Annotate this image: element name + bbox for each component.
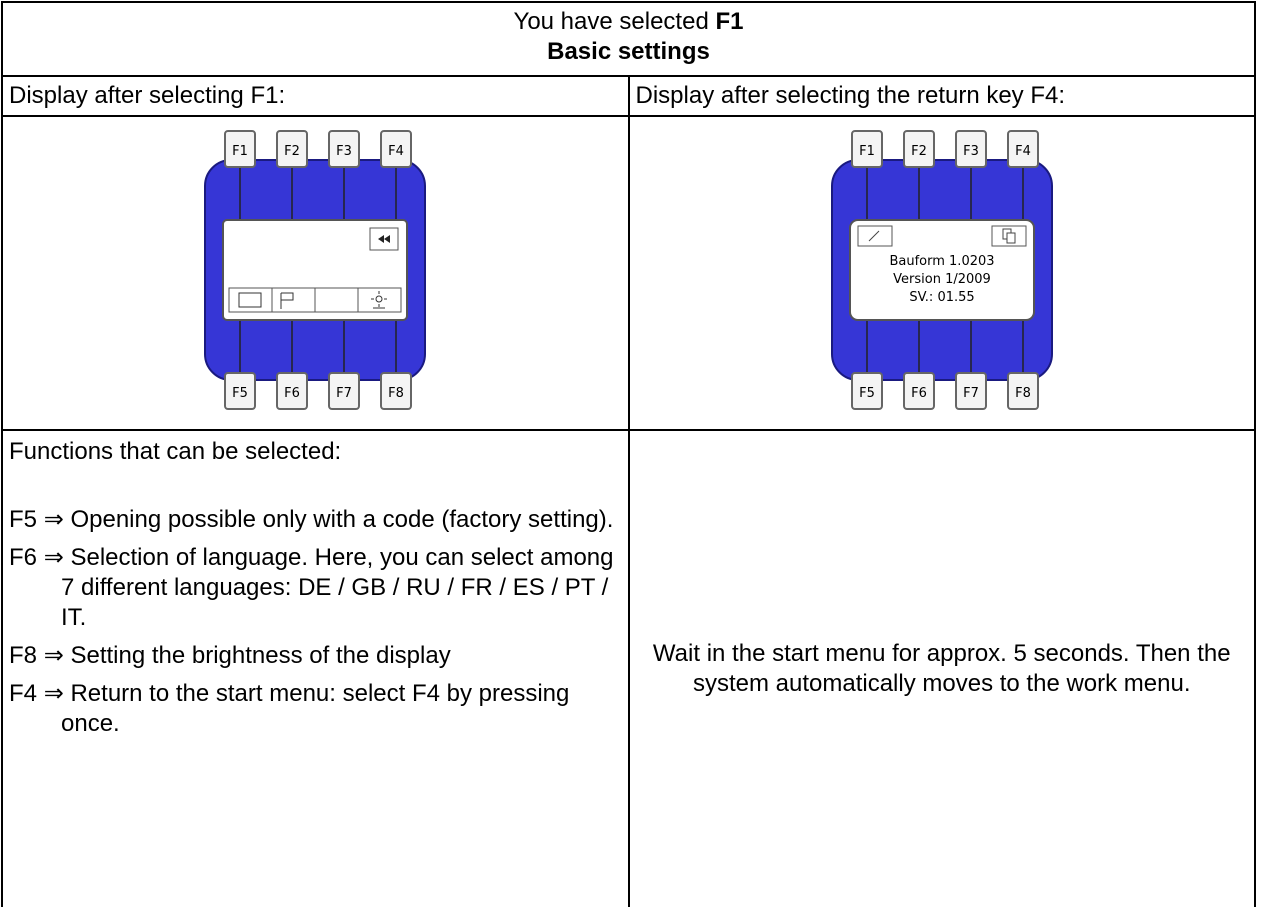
key-label: F1 bbox=[859, 144, 875, 159]
function-item: F5 ⇒ Opening possible only with a code (… bbox=[9, 505, 622, 535]
key bbox=[1006, 371, 1039, 410]
key-label: F3 bbox=[963, 144, 979, 159]
key bbox=[1006, 129, 1039, 168]
key-label: F1 bbox=[232, 144, 248, 159]
key-label: F6 bbox=[911, 386, 927, 401]
functions-intro: Functions that can be selected: bbox=[9, 438, 342, 465]
function-arrow: ⇒ bbox=[43, 544, 64, 571]
brightness-rays bbox=[371, 290, 388, 308]
key bbox=[850, 129, 883, 168]
display bbox=[848, 218, 1035, 321]
key-label: F7 bbox=[963, 386, 979, 401]
key-label: F4 bbox=[388, 144, 404, 159]
function-key: F5 bbox=[9, 506, 38, 533]
function-key: F4 bbox=[9, 680, 38, 707]
function-text: Setting the brightness of the display bbox=[70, 642, 451, 669]
key bbox=[276, 371, 309, 410]
function-item: F4 ⇒ Return to the start menu: select F4… bbox=[9, 679, 622, 739]
key-label: F6 bbox=[284, 386, 300, 401]
function-item: F6 ⇒ Selection of language. Here, you ca… bbox=[9, 543, 622, 633]
key bbox=[328, 371, 361, 410]
header-key: F1 bbox=[715, 8, 744, 35]
key-label: F2 bbox=[284, 144, 300, 159]
key-label: F2 bbox=[911, 144, 927, 159]
key bbox=[224, 129, 257, 168]
display-line: SV.: 01.55 bbox=[909, 290, 974, 305]
key bbox=[902, 371, 935, 410]
note: Wait in the start menu for approx. 5 sec… bbox=[627, 429, 1256, 907]
code-icon bbox=[238, 292, 262, 307]
brightness-icon bbox=[375, 295, 383, 302]
function-text: Selection of language. Here, you can sel… bbox=[61, 544, 614, 631]
right-heading: Display after selecting the return key F… bbox=[627, 75, 1256, 117]
header-prefix: You have selected bbox=[513, 8, 709, 35]
device-left: F1 F2 F3 F4 F5 F6 F7 F8 bbox=[204, 129, 427, 410]
left-image-cell: F1 F2 F3 F4 F5 F6 F7 F8 bbox=[1, 115, 630, 431]
key-label: F4 bbox=[1015, 144, 1031, 159]
key-label: F5 bbox=[859, 386, 875, 401]
key bbox=[276, 129, 309, 168]
function-item: F8 ⇒ Setting the brightness of the displ… bbox=[9, 641, 622, 671]
wrench-icon bbox=[857, 225, 893, 246]
key bbox=[380, 371, 413, 410]
key-label: F8 bbox=[388, 386, 404, 401]
function-text: Opening possible only with a code (facto… bbox=[70, 506, 614, 533]
header-title: Basic settings bbox=[547, 38, 710, 65]
function-arrow: ⇒ bbox=[43, 642, 64, 669]
key bbox=[902, 129, 935, 168]
function-arrow: ⇒ bbox=[43, 680, 64, 707]
key bbox=[224, 371, 257, 410]
key-label: F5 bbox=[232, 386, 248, 401]
function-arrow: ⇒ bbox=[43, 506, 64, 533]
function-key: F6 bbox=[9, 544, 38, 571]
functions-cell: Functions that can be selected: F5 ⇒ Ope… bbox=[1, 429, 630, 907]
key bbox=[328, 129, 361, 168]
copy-shape bbox=[1006, 232, 1016, 243]
key bbox=[954, 371, 987, 410]
right-image-cell: Bauform 1.0203 Version 1/2009 SV.: 01.55… bbox=[627, 115, 1256, 431]
left-heading: Display after selecting F1: bbox=[1, 75, 630, 117]
header-cell: You have selected F1 Basic settings bbox=[1, 1, 1256, 77]
function-key: F8 bbox=[9, 642, 38, 669]
key-label: F7 bbox=[336, 386, 352, 401]
key bbox=[850, 371, 883, 410]
key bbox=[954, 129, 987, 168]
device-right: Bauform 1.0203 Version 1/2009 SV.: 01.55… bbox=[830, 129, 1053, 410]
return-arrows bbox=[378, 234, 391, 243]
display-line: Bauform 1.0203 bbox=[889, 254, 994, 269]
wrench-shape bbox=[868, 230, 880, 241]
function-text: Return to the start menu: select F4 by p… bbox=[61, 680, 570, 737]
display-line: Version 1/2009 bbox=[893, 272, 991, 287]
flag-icon bbox=[280, 292, 294, 309]
key-label: F8 bbox=[1015, 386, 1031, 401]
key bbox=[380, 129, 413, 168]
functions-list: F5 ⇒ Opening possible only with a code (… bbox=[9, 505, 622, 739]
key-label: F3 bbox=[336, 144, 352, 159]
